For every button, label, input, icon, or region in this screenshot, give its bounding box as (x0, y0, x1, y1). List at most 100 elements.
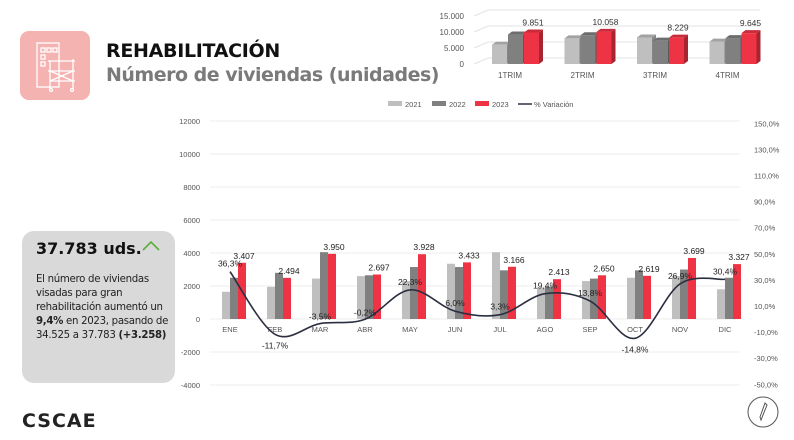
monthly-chart: -4000 -2000 0 2000 4000 6000 8000 10000 12000 -50… (179, 100, 780, 390)
summary-percent: 9,4% (36, 316, 64, 327)
data-label: 9.851 (522, 17, 544, 27)
bar-2022 (410, 267, 418, 319)
page-subtitle: Número de viviendas (unidades) (106, 64, 439, 86)
x-tick-label: NOV (672, 325, 688, 334)
legend-label: 2021 (405, 100, 422, 109)
bar-2022 (725, 38, 741, 64)
legend-label: 2023 (492, 100, 509, 109)
y-tick-label: -4000 (181, 381, 200, 390)
bar-2023 (524, 32, 539, 64)
legend-swatch-2023 (475, 101, 489, 106)
bar-2022 (275, 272, 283, 319)
y2-tick-label: 10,0% (754, 302, 776, 311)
bar-2021 (637, 37, 652, 64)
x-tick-label: OCT (627, 325, 643, 334)
bar-2021 (564, 38, 580, 64)
bar-2022 (230, 277, 238, 319)
line-data-label: 22,3% (398, 277, 423, 287)
legend-swatch-2021 (388, 101, 402, 106)
y-tick-label: 12000 (179, 117, 200, 126)
bar-data-label: 3.950 (323, 242, 345, 252)
line-data-label: 26,9% (668, 271, 693, 281)
bar-top-2022 (580, 32, 600, 36)
bar-top-2021 (709, 38, 729, 42)
line-data-label: 13,8% (578, 288, 603, 298)
bar-2022 (725, 277, 733, 319)
legend-label: 2022 (449, 100, 466, 109)
bar-2021 (709, 41, 725, 64)
bar-2023 (741, 33, 757, 64)
x-tick-label: FEB (268, 325, 283, 334)
x-tick-label: MAY (402, 325, 418, 334)
y2-tick-label: 130,0% (754, 145, 780, 154)
x-tick-label: JUL (493, 325, 506, 334)
bar-2021 (537, 287, 545, 319)
line-data-label: 30,4% (713, 266, 738, 276)
summary-diff: (+3.258) (118, 330, 167, 341)
y-tick-label: -2000 (181, 348, 200, 357)
x-tick-label: DIC (719, 325, 733, 334)
gridline (473, 9, 760, 17)
summary-text-part: en 2023, pasando de 34.525 a 37.783 (36, 316, 169, 341)
bar-top-2023 (669, 34, 688, 38)
bar-2023 (553, 279, 561, 319)
bar-2022 (653, 40, 668, 64)
bar-2022 (500, 270, 508, 319)
bar-2022 (320, 252, 328, 319)
bar-side-2023 (684, 34, 688, 64)
variation-line (229, 271, 726, 340)
chevron-up-icon (142, 241, 160, 251)
bar-2021 (402, 281, 410, 319)
x-tick-label: ABR (357, 325, 373, 334)
x-tick-label: 1TRIM (498, 71, 522, 80)
summary-text-part: El número de viviendas visadas para gran… (36, 274, 163, 313)
bar-side-2023 (611, 28, 616, 64)
bar-2021 (312, 278, 320, 319)
line-data-label: 36,3% (218, 259, 243, 269)
bar-2023 (733, 264, 741, 319)
line-data-label: -14,8% (622, 344, 649, 354)
x-tick-label: 3TRIM (643, 71, 667, 80)
x-tick-label: SEP (582, 325, 597, 334)
y2-tick-label: 50,0% (754, 250, 776, 259)
bar-2023 (328, 253, 336, 319)
y-tick-label: 4000 (183, 249, 200, 258)
bar-data-label: 2.413 (548, 267, 570, 277)
bar-top-2022 (508, 31, 527, 35)
y-tick-label: 2000 (183, 282, 200, 291)
bar-data-label: 2.619 (638, 264, 660, 274)
bar-2021 (627, 277, 635, 319)
x-tick-label: MAR (312, 325, 329, 334)
y-tick-label: 5.000 (444, 44, 465, 53)
bar-2022 (580, 35, 596, 64)
bar-2021 (267, 286, 275, 319)
bar-2023 (596, 31, 612, 64)
y2-tick-label: -50,0% (754, 380, 778, 389)
bar-2022 (545, 286, 553, 319)
data-label: 8.229 (667, 23, 689, 33)
bar-2023 (463, 262, 471, 319)
line-data-label: 19,4% (533, 281, 558, 291)
bar-2021 (447, 263, 455, 319)
bar-2022 (635, 270, 643, 319)
bar-2023 (508, 266, 516, 319)
x-tick-label: ENE (222, 325, 237, 334)
bar-data-label: 3.327 (728, 252, 750, 262)
bar-2022 (680, 269, 688, 319)
bar-2023 (669, 37, 684, 64)
bar-data-label: 3.166 (503, 255, 525, 265)
y-tick-label: 6000 (183, 216, 200, 225)
bar-data-label: 3.407 (233, 251, 255, 261)
bar-data-label: 2.650 (593, 263, 615, 273)
bar-2021 (717, 289, 725, 319)
bar-top-2021 (492, 41, 511, 45)
bar-top-2022 (653, 37, 672, 41)
y-tick-label: 10000 (179, 150, 200, 159)
bar-2021 (672, 276, 680, 319)
bar-top-2022 (725, 35, 745, 39)
legend-swatch-2022 (432, 101, 446, 106)
bar-top-2023 (596, 28, 616, 32)
bar-data-label: 3.928 (413, 242, 435, 252)
y2-tick-label: -10,0% (754, 328, 778, 337)
y-tick-label: 15.000 (440, 12, 465, 21)
